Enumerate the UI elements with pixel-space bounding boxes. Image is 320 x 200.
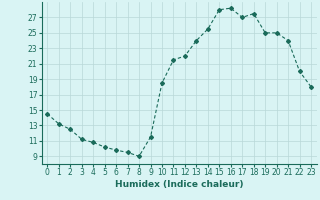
X-axis label: Humidex (Indice chaleur): Humidex (Indice chaleur) [115,180,244,189]
